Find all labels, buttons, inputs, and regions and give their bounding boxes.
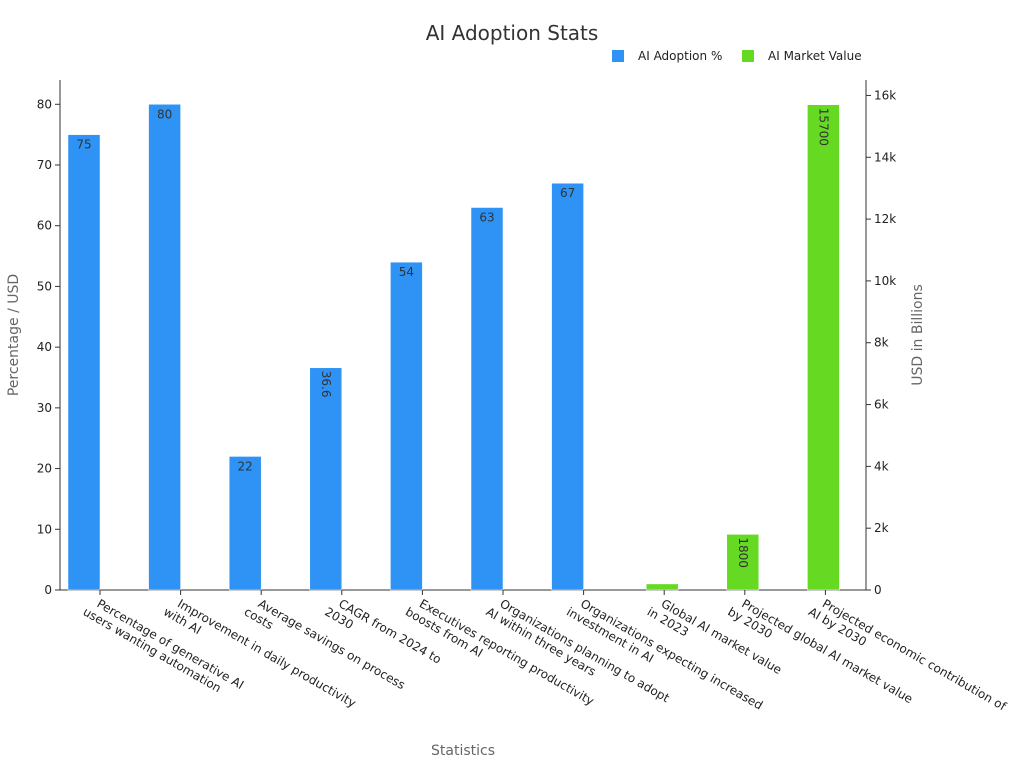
bar-adoption [228,456,262,591]
bar-market-value [807,104,840,591]
left-tick-label: 10 [37,522,52,536]
right-tick-label: 0 [874,583,882,597]
bar-value-label: 67 [560,186,575,200]
legend: AI Adoption % AI Market Value [612,49,862,63]
category-labels: Percentage of generative AIusers wanting… [81,590,1009,714]
legend-swatch [612,50,624,62]
x-axis-title: Statistics [431,743,495,759]
left-tick-label: 50 [37,279,52,293]
bar-value-label: 1800 [736,537,750,568]
legend-swatch [742,50,754,62]
y-axis-title: Percentage / USD [6,274,22,396]
bar-labels: 75 80 22 36.6 54 63 67 1800 15700 [76,107,830,568]
legend-label: AI Market Value [768,49,862,63]
right-tick-label: 6k [874,398,889,412]
right-tick-label: 12k [874,212,896,226]
left-tick-label: 30 [37,401,52,415]
bar-value-label: 54 [399,265,414,279]
bar-value-label: 22 [238,459,253,473]
bar-value-label: 36.6 [319,371,333,398]
right-tick-label: 2k [874,521,889,535]
bar-market-value [726,534,760,591]
left-tick-label: 70 [37,158,52,172]
bar-adoption [390,261,423,591]
left-tick-label: 60 [37,219,52,233]
bar-adoption [470,207,504,591]
bar-adoption [148,104,181,591]
bar-value-label: 15700 [816,108,830,146]
left-tick-label: 40 [37,340,52,354]
y2-axis-title: USD in Billions [910,284,926,385]
bar-value-label: 63 [479,211,494,225]
chart-title: AI Adoption Stats [426,21,599,45]
legend-label: AI Adoption % [638,49,722,63]
right-tick-label: 14k [874,150,896,164]
bar-value-label: 80 [157,107,172,121]
left-axis-ticks: 0 10 20 30 40 50 60 70 80 [37,97,60,597]
left-tick-label: 80 [37,97,52,111]
right-tick-label: 8k [874,336,889,350]
right-tick-label: 16k [874,88,896,102]
category-label: Percentage of generative AIusers wanting… [81,592,247,704]
right-tick-label: 4k [874,459,889,473]
left-tick-label: 20 [37,462,52,476]
bars [67,104,840,591]
right-axis-ticks: 0 2k 4k 6k 8k 10k 12k 14k 16k [866,88,896,597]
left-tick-label: 0 [44,583,52,597]
bar-adoption [67,134,101,591]
right-tick-label: 10k [874,274,896,288]
bar-adoption [551,182,584,591]
bar-adoption [309,367,343,591]
bar-market-value [645,583,679,591]
bar-value-label: 75 [76,138,91,152]
